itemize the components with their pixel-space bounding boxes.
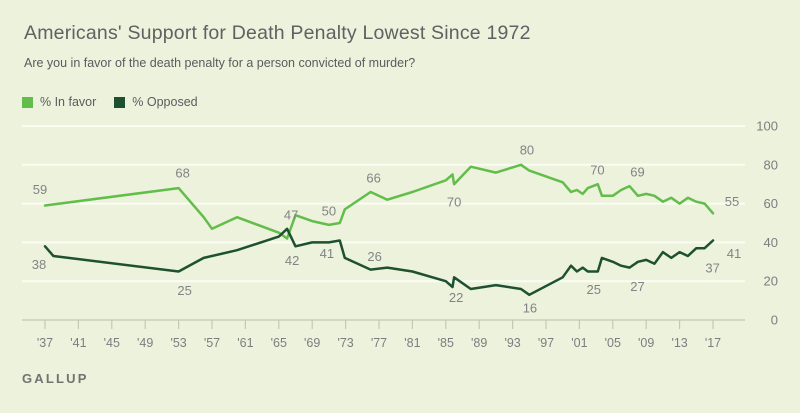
y-tick-label: 60 (764, 196, 778, 211)
point-label-opposed-37: 37 (705, 261, 719, 276)
point-label-in-favor-80: 80 (520, 142, 534, 157)
point-label-opposed-16: 16 (523, 300, 537, 315)
x-tick-label: '13 (671, 336, 687, 350)
x-tick-label: '01 (571, 336, 587, 350)
point-label-in-favor-66: 66 (366, 170, 380, 185)
x-tick-label: '41 (70, 336, 86, 350)
legend: % In favor % Opposed (22, 95, 198, 109)
x-tick-label: '17 (705, 336, 721, 350)
line-opposed (43, 227, 715, 297)
point-label-opposed-25: 25 (177, 283, 191, 298)
x-tick-label: '09 (638, 336, 654, 350)
x-tick-label: '45 (104, 336, 120, 350)
brand-logo: GALLUP (22, 371, 89, 386)
point-label-opposed-25: 25 (587, 282, 601, 297)
legend-label-opposed: % Opposed (132, 95, 198, 109)
point-label-in-favor-42: 42 (285, 253, 299, 268)
x-tick-label: '77 (371, 336, 387, 350)
x-tick-label: '57 (204, 336, 220, 350)
point-label-in-favor-55: 55 (725, 194, 739, 209)
x-tick-label: '53 (170, 336, 186, 350)
x-tick-label: '97 (538, 336, 554, 350)
point-label-opposed-26: 26 (367, 249, 381, 264)
x-tick-label: '81 (404, 336, 420, 350)
opposed-swatch-icon (114, 96, 126, 108)
x-tick-label: '61 (237, 336, 253, 350)
legend-item-in-favor: % In favor (22, 95, 96, 109)
x-tick-label: '37 (37, 336, 53, 350)
point-label-opposed-41: 41 (727, 246, 741, 261)
point-label-in-favor-70: 70 (447, 195, 461, 210)
x-tick-label: '85 (438, 336, 454, 350)
x-tick-label: '05 (605, 336, 621, 350)
point-label-in-favor-50: 50 (322, 203, 336, 218)
x-tick-label: '73 (337, 336, 353, 350)
chart-subtitle: Are you in favor of the death penalty fo… (24, 56, 416, 70)
legend-label-in-favor: % In favor (40, 95, 97, 109)
point-label-opposed-41: 41 (320, 246, 334, 261)
x-tick-label: '69 (304, 336, 320, 350)
point-label-opposed-22: 22 (449, 290, 463, 305)
point-label-opposed-27: 27 (630, 279, 644, 294)
point-label-opposed-47: 47 (284, 207, 298, 222)
legend-item-opposed: % Opposed (114, 95, 198, 109)
y-tick-label: 100 (756, 119, 778, 134)
point-label-in-favor-68: 68 (175, 166, 189, 181)
point-label-in-favor-70: 70 (590, 163, 604, 178)
in-favor-swatch-icon (22, 96, 33, 108)
x-tick-label: '49 (137, 336, 153, 350)
chart-title: Americans' Support for Death Penalty Low… (24, 22, 531, 44)
line-in-favor (43, 163, 715, 240)
y-tick-label: 40 (764, 235, 778, 250)
x-tick-label: '65 (271, 336, 287, 350)
y-tick-label: 20 (764, 274, 778, 289)
y-tick-label: 80 (764, 157, 778, 172)
x-tick-label: '93 (504, 336, 520, 350)
y-tick-label: 0 (771, 313, 778, 328)
point-label-in-favor-59: 59 (33, 182, 47, 197)
point-label-opposed-38: 38 (32, 257, 46, 272)
point-label-in-favor-69: 69 (630, 165, 644, 180)
x-tick-label: '89 (471, 336, 487, 350)
